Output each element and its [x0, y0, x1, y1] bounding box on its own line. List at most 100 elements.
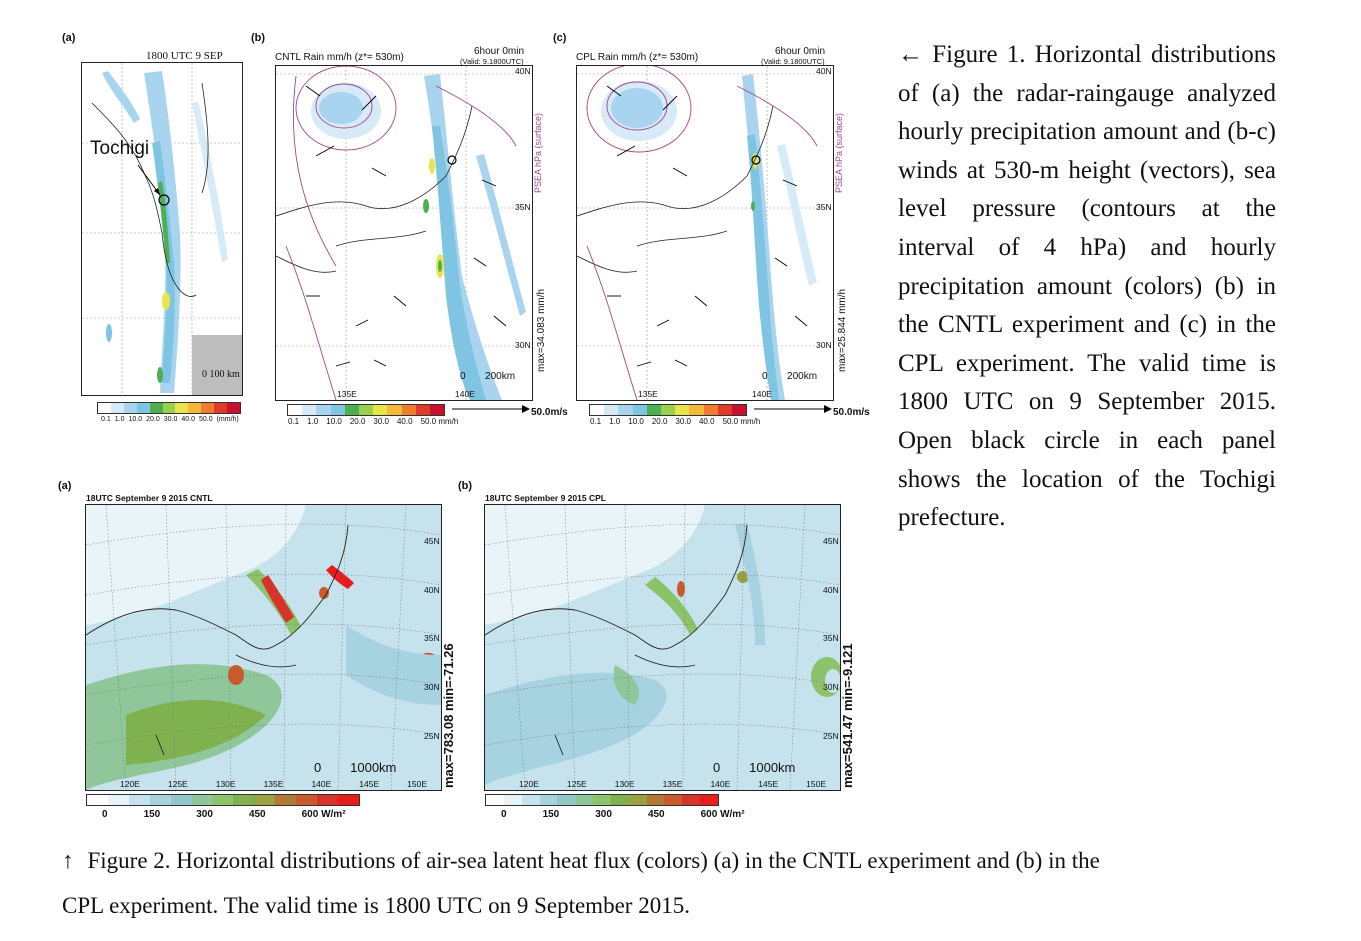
lon-label: 125E [167, 779, 188, 789]
fig1-panel-c-lat-40: 40N [816, 66, 832, 76]
cb-tick: 50.0 mm/h [420, 417, 459, 426]
tochigi-circle-c [751, 155, 761, 165]
fig1-panel-c-scale: 0 200km [762, 371, 818, 382]
cb-tick: 30.0 [373, 417, 389, 426]
fig1-panel-c-colorbar-ticks: 0.1 1.0 10.0 20.0 30.0 40.0 50.0 mm/h [590, 417, 760, 426]
up-arrow-icon: ↑ [62, 848, 74, 873]
fig1-panel-b-letter: (b) [251, 32, 266, 44]
cb-tick: 50.0 mm/h [722, 417, 761, 426]
fig1-panel-c-time: 6hour 0min [775, 46, 826, 57]
cb-tick: 0.1 [288, 417, 300, 426]
fig1-panel-b-colorbar-ticks: 0.1 1.0 10.0 20.0 30.0 40.0 50.0 mm/h [288, 417, 458, 426]
cb-tick: 20.0 [651, 417, 668, 426]
cb-tick: 150 [542, 809, 560, 820]
fig2-panel-b-lat-30: 30N [823, 682, 839, 692]
fig1-panel-c-title: CPL Rain mm/h (z*= 530m) [576, 52, 699, 63]
lon-label: 140E [710, 779, 731, 789]
fig2-panel-b-colorbar [485, 794, 719, 806]
tochigi-circle-a [158, 194, 170, 206]
cb-tick: 1.0 [114, 416, 125, 423]
cb-tick: 30.0 [163, 416, 178, 423]
fig1-panel-b-time: 6hour 0min [474, 46, 525, 57]
cb-tick: 1.0 [609, 417, 621, 426]
fig1-panel-c-colorbar [589, 404, 747, 416]
fig2-panel-b-lat-35: 35N [823, 633, 839, 643]
cb-tick: 20.0 [146, 416, 160, 423]
tochigi-circle-b [447, 155, 457, 165]
cb-tick: 20.0 [349, 417, 366, 426]
fig2-panel-b-letter: (b) [458, 480, 473, 492]
fig2-panel-b-lat-40: 40N [823, 585, 839, 595]
fig1-panel-b-colorbar [287, 404, 445, 416]
lon-label: 120E [120, 779, 140, 789]
fig1-panel-c-valid: (Valid: 9.1800UTC) [761, 57, 825, 66]
fig1-panel-c-vector-ref-arrow [754, 405, 832, 413]
fig2-panel-b-scale: 0 1000km [713, 760, 796, 775]
fig1-panel-c-letter: (c) [553, 32, 567, 44]
fig2-panel-a-lat-30: 30N [424, 682, 440, 692]
fig1-panel-b-title: CNTL Rain mm/h (z*= 530m) [275, 52, 404, 63]
fig2-panel-b-lat-25: 25N [823, 731, 839, 741]
lon-label: 130E [614, 779, 635, 789]
figure2-caption-line1: ↑ Figure 2. Horizontal distributions of a… [62, 838, 1322, 883]
fig2-panel-b-colorbar-ticks: 0 150 300 450 600 W/m² [501, 809, 745, 820]
fig2-panel-b-lon-labels: 120E 125E 130E 135E 140E 145E 150E [519, 779, 826, 789]
fig1-panel-a-colorbar-ticks: 0.1 1.0 10.0 20.0 30.0 40.0 50.0 (mm/h) [101, 416, 239, 423]
fig1-panel-c-lat-30: 30N [816, 340, 832, 350]
fig2-panel-a-lon-labels: 120E 125E 130E 135E 140E 145E 150E [120, 779, 427, 789]
cb-tick: 450 [248, 809, 266, 820]
fig1-panel-b-map [275, 65, 533, 401]
figure1-caption: ← Figure 1. Horizontal distributions of … [898, 36, 1276, 538]
lon-label: 150E [806, 779, 827, 789]
fig1-panel-a-scale: 0 100 km [202, 369, 240, 380]
fig1-panel-a-colorbar [97, 402, 241, 414]
cb-tick: 50.0 [198, 416, 213, 423]
cb-tick: 30.0 [675, 417, 691, 426]
cb-tick: 40.0 [181, 416, 195, 423]
cb-tick: 150 [143, 809, 161, 820]
cb-tick: 600 W/m² [301, 809, 346, 820]
cb-tick: 0 [501, 809, 507, 820]
fig1-panel-b-lat-30: 30N [515, 340, 531, 350]
fig1-panel-c-lon-135: 135E [638, 389, 658, 399]
fig1-panel-b-valid: (Valid: 9.1800UTC) [460, 57, 524, 66]
figure2-caption-line2: CPL experiment. The valid time is 1800 U… [62, 893, 690, 918]
cb-tick: 450 [647, 809, 665, 820]
cb-tick: 10.0 [326, 417, 342, 426]
cb-tick: 300 [196, 809, 213, 820]
cb-tick: 0.1 [590, 417, 602, 426]
fig1-panel-b-lat-40: 40N [515, 66, 531, 76]
cb-tick: 10.0 [128, 416, 143, 423]
fig2-panel-a-map [85, 504, 442, 791]
fig1-panel-b-lat-35: 35N [515, 202, 531, 212]
cb-tick: 40.0 [698, 417, 715, 426]
fig2-panel-b-map [484, 504, 841, 791]
fig2-panel-a-title: 18UTC September 9 2015 CNTL [86, 493, 213, 503]
cb-tick: 0.1 [101, 416, 111, 423]
fig2-panel-a-letter: (a) [58, 480, 72, 492]
fig1-panel-b-lon-140: 140E [455, 389, 475, 399]
figure1-caption-text: Figure 1. Horizontal distributions of (a… [898, 41, 1276, 532]
lon-label: 145E [758, 779, 779, 789]
lon-label: 120E [519, 779, 539, 789]
fig1-panel-b-scale: 0 200km [460, 371, 516, 382]
cb-tick: 0 [102, 809, 108, 820]
fig1-panel-b-vector-ref: 50.0m/s [531, 407, 568, 418]
fig1-panel-b-max: max=34.083 mm/h [536, 288, 547, 372]
figure2-caption: ↑ Figure 2. Horizontal distributions of a… [62, 838, 1322, 928]
fig1-panel-a-map [81, 62, 243, 396]
fig1-panel-b-lon-135: 135E [337, 389, 357, 399]
fig2-panel-a-colorbar [86, 794, 360, 806]
fig2-panel-a-lat-35: 35N [424, 633, 440, 643]
figure2-caption-text1: Figure 2. Horizontal distributions of ai… [87, 848, 1100, 873]
lon-label: 140E [311, 779, 332, 789]
cb-tick: 300 [595, 809, 612, 820]
fig1-panel-c-lat-35: 35N [816, 202, 832, 212]
fig1-panel-c-lon-140: 140E [752, 389, 772, 399]
fig2-panel-a-minmax: max=783.08 min=-71.26 [441, 643, 456, 788]
fig1-panel-c-max: max=25.844 mm/h [837, 288, 848, 372]
fig2-panel-b-minmax: max=541.47 min=-9.121 [840, 643, 855, 788]
fig1-panel-c-map [576, 65, 834, 401]
fig2-panel-a-colorbar-ticks: 0 150 300 450 600 W/m² [102, 809, 346, 820]
left-arrow-icon: ← [898, 41, 923, 68]
